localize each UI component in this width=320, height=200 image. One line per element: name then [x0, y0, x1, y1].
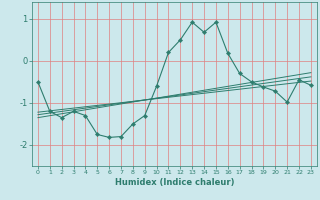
- X-axis label: Humidex (Indice chaleur): Humidex (Indice chaleur): [115, 178, 234, 187]
